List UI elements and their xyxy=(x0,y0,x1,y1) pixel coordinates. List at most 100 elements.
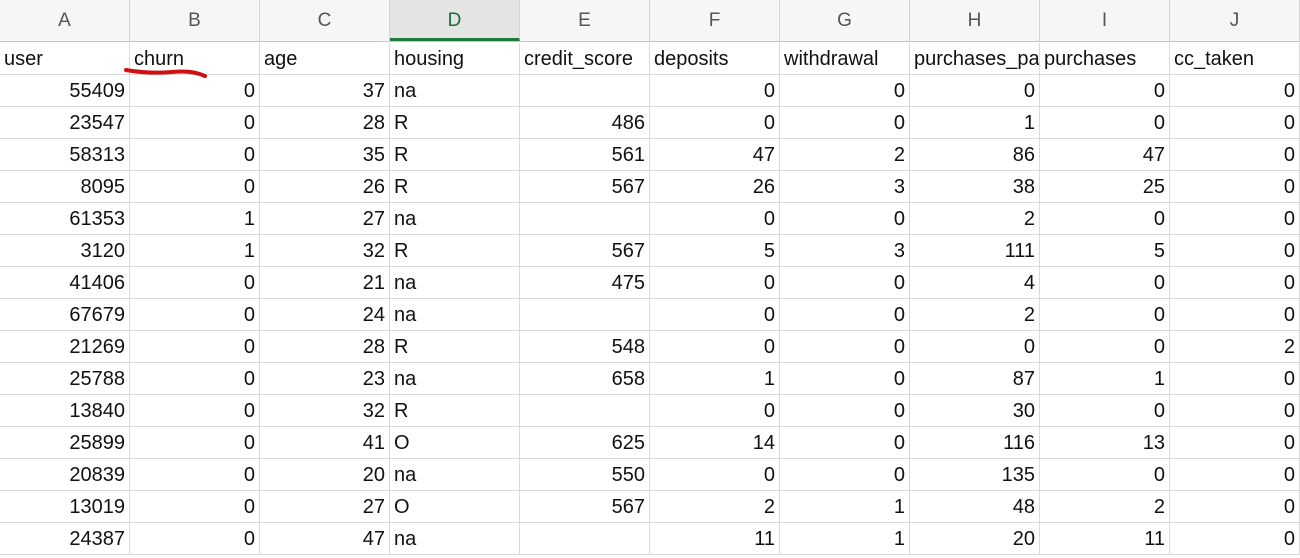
cell-age[interactable]: 24 xyxy=(260,299,390,330)
header-cell-user[interactable]: user xyxy=(0,43,130,74)
cell-user[interactable]: 25788 xyxy=(0,363,130,394)
cell-cc-taken[interactable]: 0 xyxy=(1170,139,1300,170)
cell-housing[interactable]: R xyxy=(390,331,520,362)
cell-cc-taken[interactable]: 0 xyxy=(1170,491,1300,522)
cell-credit-score[interactable]: 475 xyxy=(520,267,650,298)
cell-cc-taken[interactable]: 0 xyxy=(1170,427,1300,458)
cell-purchases-partners[interactable]: 38 xyxy=(910,171,1040,202)
cell-withdrawal[interactable]: 0 xyxy=(780,331,910,362)
header-cell-credit-score[interactable]: credit_score xyxy=(520,43,650,74)
cell-churn[interactable]: 0 xyxy=(130,523,260,554)
cell-user[interactable]: 55409 xyxy=(0,75,130,106)
column-header-c[interactable]: C xyxy=(260,0,390,41)
cell-deposits[interactable]: 0 xyxy=(650,299,780,330)
cell-deposits[interactable]: 1 xyxy=(650,363,780,394)
column-header-j[interactable]: J xyxy=(1170,0,1300,41)
cell-age[interactable]: 28 xyxy=(260,331,390,362)
cell-credit-score[interactable]: 486 xyxy=(520,107,650,138)
cell-credit-score[interactable]: 567 xyxy=(520,491,650,522)
cell-user[interactable]: 61353 xyxy=(0,203,130,234)
cell-withdrawal[interactable]: 0 xyxy=(780,427,910,458)
cell-deposits[interactable]: 26 xyxy=(650,171,780,202)
cell-churn[interactable]: 0 xyxy=(130,267,260,298)
cell-user[interactable]: 23547 xyxy=(0,107,130,138)
column-header-a[interactable]: A xyxy=(0,0,130,41)
cell-churn[interactable]: 1 xyxy=(130,235,260,266)
cell-age[interactable]: 27 xyxy=(260,203,390,234)
column-header-g[interactable]: G xyxy=(780,0,910,41)
header-cell-cc-taken[interactable]: cc_taken xyxy=(1170,43,1300,74)
cell-purchases-partners[interactable]: 30 xyxy=(910,395,1040,426)
cell-purchases-partners[interactable]: 4 xyxy=(910,267,1040,298)
cell-withdrawal[interactable]: 3 xyxy=(780,171,910,202)
cell-cc-taken[interactable]: 0 xyxy=(1170,395,1300,426)
cell-churn[interactable]: 0 xyxy=(130,395,260,426)
cell-purchases[interactable]: 0 xyxy=(1040,395,1170,426)
cell-purchases-partners[interactable]: 20 xyxy=(910,523,1040,554)
header-cell-deposits[interactable]: deposits xyxy=(650,43,780,74)
cell-deposits[interactable]: 0 xyxy=(650,459,780,490)
cell-purchases-partners[interactable]: 0 xyxy=(910,75,1040,106)
cell-churn[interactable]: 1 xyxy=(130,203,260,234)
cell-purchases[interactable]: 0 xyxy=(1040,331,1170,362)
header-cell-purchases-partners[interactable]: purchases_partners xyxy=(910,43,1040,74)
cell-housing[interactable]: O xyxy=(390,491,520,522)
cell-cc-taken[interactable]: 0 xyxy=(1170,235,1300,266)
cell-credit-score[interactable]: 567 xyxy=(520,171,650,202)
cell-user[interactable]: 25899 xyxy=(0,427,130,458)
cell-credit-score[interactable] xyxy=(520,75,650,106)
cell-withdrawal[interactable]: 0 xyxy=(780,107,910,138)
cell-deposits[interactable]: 0 xyxy=(650,107,780,138)
cell-user[interactable]: 24387 xyxy=(0,523,130,554)
header-cell-withdrawal[interactable]: withdrawal xyxy=(780,43,910,74)
cell-churn[interactable]: 0 xyxy=(130,491,260,522)
cell-housing[interactable]: na xyxy=(390,267,520,298)
cell-cc-taken[interactable]: 0 xyxy=(1170,267,1300,298)
cell-withdrawal[interactable]: 3 xyxy=(780,235,910,266)
cell-deposits[interactable]: 0 xyxy=(650,267,780,298)
cell-purchases[interactable]: 11 xyxy=(1040,523,1170,554)
cell-purchases-partners[interactable]: 2 xyxy=(910,203,1040,234)
cell-age[interactable]: 35 xyxy=(260,139,390,170)
cell-withdrawal[interactable]: 0 xyxy=(780,267,910,298)
cell-deposits[interactable]: 11 xyxy=(650,523,780,554)
cell-purchases-partners[interactable]: 87 xyxy=(910,363,1040,394)
cell-purchases-partners[interactable]: 116 xyxy=(910,427,1040,458)
cell-age[interactable]: 41 xyxy=(260,427,390,458)
cell-credit-score[interactable]: 625 xyxy=(520,427,650,458)
header-cell-age[interactable]: age xyxy=(260,43,390,74)
cell-housing[interactable]: R xyxy=(390,107,520,138)
cell-withdrawal[interactable]: 2 xyxy=(780,139,910,170)
cell-purchases-partners[interactable]: 135 xyxy=(910,459,1040,490)
cell-age[interactable]: 32 xyxy=(260,235,390,266)
cell-cc-taken[interactable]: 0 xyxy=(1170,523,1300,554)
cell-deposits[interactable]: 0 xyxy=(650,395,780,426)
cell-churn[interactable]: 0 xyxy=(130,427,260,458)
cell-withdrawal[interactable]: 0 xyxy=(780,459,910,490)
cell-cc-taken[interactable]: 0 xyxy=(1170,299,1300,330)
cell-credit-score[interactable]: 561 xyxy=(520,139,650,170)
cell-age[interactable]: 20 xyxy=(260,459,390,490)
cell-user[interactable]: 41406 xyxy=(0,267,130,298)
cell-withdrawal[interactable]: 0 xyxy=(780,395,910,426)
cell-churn[interactable]: 0 xyxy=(130,171,260,202)
cell-purchases[interactable]: 0 xyxy=(1040,267,1170,298)
column-header-e[interactable]: E xyxy=(520,0,650,41)
cell-withdrawal[interactable]: 0 xyxy=(780,75,910,106)
column-header-f[interactable]: F xyxy=(650,0,780,41)
cell-purchases-partners[interactable]: 2 xyxy=(910,299,1040,330)
cell-deposits[interactable]: 0 xyxy=(650,331,780,362)
cell-age[interactable]: 26 xyxy=(260,171,390,202)
cell-housing[interactable]: O xyxy=(390,427,520,458)
cell-deposits[interactable]: 14 xyxy=(650,427,780,458)
cell-churn[interactable]: 0 xyxy=(130,299,260,330)
cell-purchases[interactable]: 0 xyxy=(1040,75,1170,106)
cell-credit-score[interactable] xyxy=(520,523,650,554)
cell-credit-score[interactable]: 658 xyxy=(520,363,650,394)
cell-age[interactable]: 32 xyxy=(260,395,390,426)
cell-credit-score[interactable] xyxy=(520,299,650,330)
cell-age[interactable]: 37 xyxy=(260,75,390,106)
header-cell-purchases[interactable]: purchases xyxy=(1040,43,1170,74)
cell-purchases[interactable]: 1 xyxy=(1040,363,1170,394)
cell-user[interactable]: 67679 xyxy=(0,299,130,330)
